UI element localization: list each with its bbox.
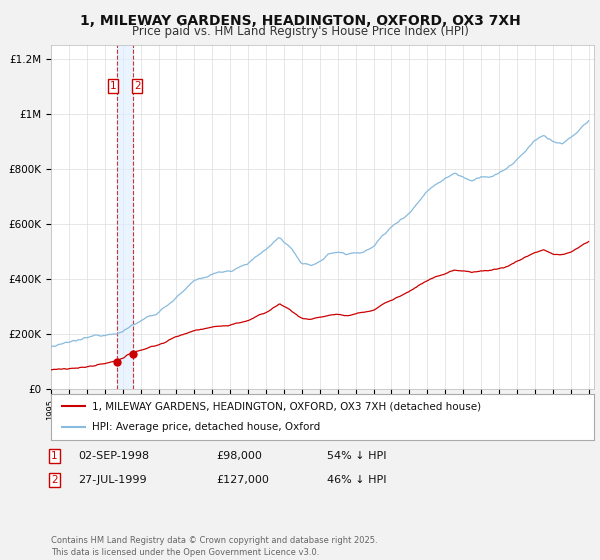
Text: £127,000: £127,000 <box>216 475 269 485</box>
Text: 1: 1 <box>51 451 58 461</box>
Text: 2: 2 <box>134 81 140 91</box>
Text: 54% ↓ HPI: 54% ↓ HPI <box>327 451 386 461</box>
Text: 1: 1 <box>109 81 116 91</box>
Text: £98,000: £98,000 <box>216 451 262 461</box>
Text: 1, MILEWAY GARDENS, HEADINGTON, OXFORD, OX3 7XH: 1, MILEWAY GARDENS, HEADINGTON, OXFORD, … <box>80 14 520 28</box>
Text: 46% ↓ HPI: 46% ↓ HPI <box>327 475 386 485</box>
Text: Contains HM Land Registry data © Crown copyright and database right 2025.
This d: Contains HM Land Registry data © Crown c… <box>51 536 377 557</box>
Text: 02-SEP-1998: 02-SEP-1998 <box>78 451 149 461</box>
Text: 1, MILEWAY GARDENS, HEADINGTON, OXFORD, OX3 7XH (detached house): 1, MILEWAY GARDENS, HEADINGTON, OXFORD, … <box>92 401 481 411</box>
Bar <box>117 45 133 389</box>
Text: 27-JUL-1999: 27-JUL-1999 <box>78 475 146 485</box>
Text: HPI: Average price, detached house, Oxford: HPI: Average price, detached house, Oxfo… <box>92 422 320 432</box>
Text: Price paid vs. HM Land Registry's House Price Index (HPI): Price paid vs. HM Land Registry's House … <box>131 25 469 38</box>
Text: 2: 2 <box>51 475 58 485</box>
